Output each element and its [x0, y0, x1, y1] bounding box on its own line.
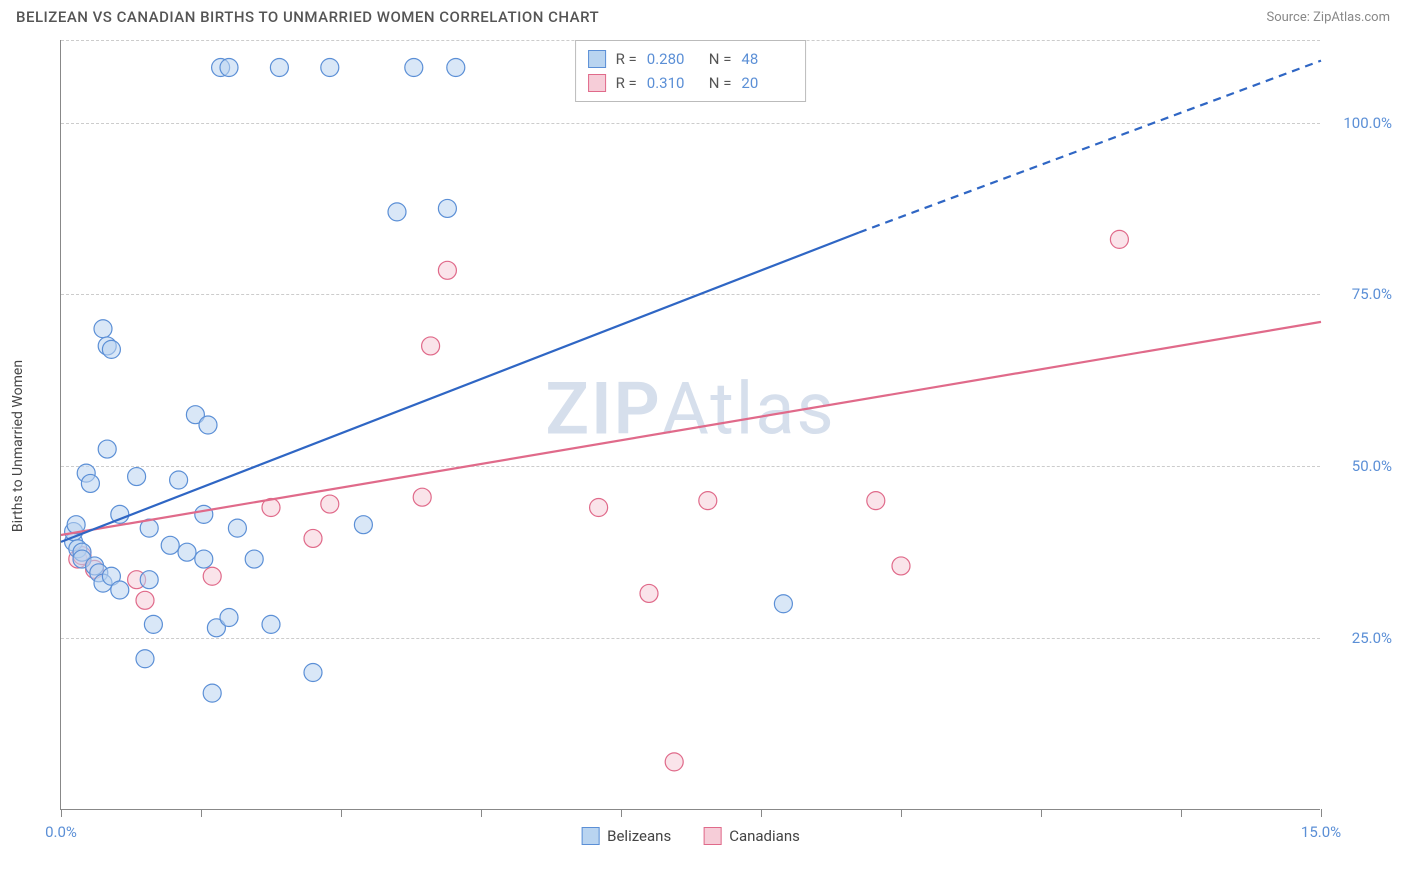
- data-point: [304, 664, 322, 682]
- x-tick: [1321, 809, 1322, 817]
- swatch-canadians-icon: [703, 827, 721, 845]
- data-point: [413, 488, 431, 506]
- data-point: [203, 684, 221, 702]
- data-point: [438, 261, 456, 279]
- data-point: [262, 615, 280, 633]
- stats-row-belizeans: R = 0.280 N = 48: [588, 47, 794, 71]
- data-point: [892, 557, 910, 575]
- data-point: [228, 519, 246, 537]
- data-point: [422, 337, 440, 355]
- n-value-b: 20: [741, 71, 793, 95]
- data-point: [1110, 230, 1128, 248]
- data-point: [321, 495, 339, 513]
- x-tick: [1041, 809, 1042, 817]
- x-tick: [761, 809, 762, 817]
- r-value-b: 0.310: [647, 71, 699, 95]
- data-point: [136, 650, 154, 668]
- data-point: [640, 584, 658, 602]
- legend-item-canadians: Canadians: [703, 827, 800, 845]
- x-tick: [621, 809, 622, 817]
- data-point: [438, 199, 456, 217]
- data-point: [304, 529, 322, 547]
- n-value-a: 48: [741, 47, 793, 71]
- stats-legend: R = 0.280 N = 48 R = 0.310 N = 20: [575, 40, 807, 102]
- data-point: [774, 595, 792, 613]
- swatch-belizeans: [588, 50, 606, 68]
- chart-title: BELIZEAN VS CANADIAN BIRTHS TO UNMARRIED…: [16, 8, 599, 26]
- data-point: [867, 492, 885, 510]
- data-point: [270, 59, 288, 77]
- legend-item-belizeans: Belizeans: [581, 827, 671, 845]
- data-point: [128, 468, 146, 486]
- data-point: [321, 59, 339, 77]
- data-point: [665, 753, 683, 771]
- data-point: [195, 550, 213, 568]
- data-point: [199, 416, 217, 434]
- x-tick: [481, 809, 482, 817]
- y-axis-label: Births to Unmarried Women: [10, 360, 26, 532]
- plot-area: 25.0%50.0%75.0%100.0% ZIPAtlas R = 0.280…: [60, 40, 1320, 810]
- data-point: [102, 340, 120, 358]
- data-point: [447, 59, 465, 77]
- x-tick: [61, 809, 62, 817]
- data-point: [203, 567, 221, 585]
- series-legend: Belizeans Canadians: [581, 827, 800, 845]
- data-point: [699, 492, 717, 510]
- x-tick: [341, 809, 342, 817]
- r-value-a: 0.280: [647, 47, 699, 71]
- data-point: [220, 59, 238, 77]
- data-point: [136, 591, 154, 609]
- y-tick-label: 100.0%: [1343, 114, 1392, 132]
- data-point: [161, 536, 179, 554]
- data-point: [590, 499, 608, 517]
- data-point: [98, 440, 116, 458]
- x-tick: [201, 809, 202, 817]
- x-tick-label: 0.0%: [45, 823, 77, 841]
- y-tick-label: 25.0%: [1352, 629, 1392, 647]
- y-tick-label: 75.0%: [1352, 285, 1392, 303]
- chart-area: 25.0%50.0%75.0%100.0% ZIPAtlas R = 0.280…: [60, 40, 1390, 850]
- x-tick-label: 15.0%: [1301, 823, 1341, 841]
- scatter-svg: [61, 40, 1320, 809]
- data-point: [354, 516, 372, 534]
- trend-line: [61, 322, 1321, 535]
- data-point: [81, 474, 99, 492]
- swatch-belizeans-icon: [581, 827, 599, 845]
- trend-line: [61, 233, 859, 542]
- y-tick-label: 50.0%: [1352, 457, 1392, 475]
- data-point: [405, 59, 423, 77]
- x-tick: [1181, 809, 1182, 817]
- source-label: Source: ZipAtlas.com: [1266, 10, 1390, 25]
- data-point: [111, 581, 129, 599]
- data-point: [195, 505, 213, 523]
- data-point: [178, 543, 196, 561]
- data-point: [144, 615, 162, 633]
- trend-line: [859, 61, 1321, 233]
- data-point: [245, 550, 263, 568]
- x-tick: [901, 809, 902, 817]
- data-point: [220, 609, 238, 627]
- data-point: [388, 203, 406, 221]
- data-point: [170, 471, 188, 489]
- swatch-canadians: [588, 74, 606, 92]
- stats-row-canadians: R = 0.310 N = 20: [588, 71, 794, 95]
- data-point: [140, 571, 158, 589]
- data-point: [94, 320, 112, 338]
